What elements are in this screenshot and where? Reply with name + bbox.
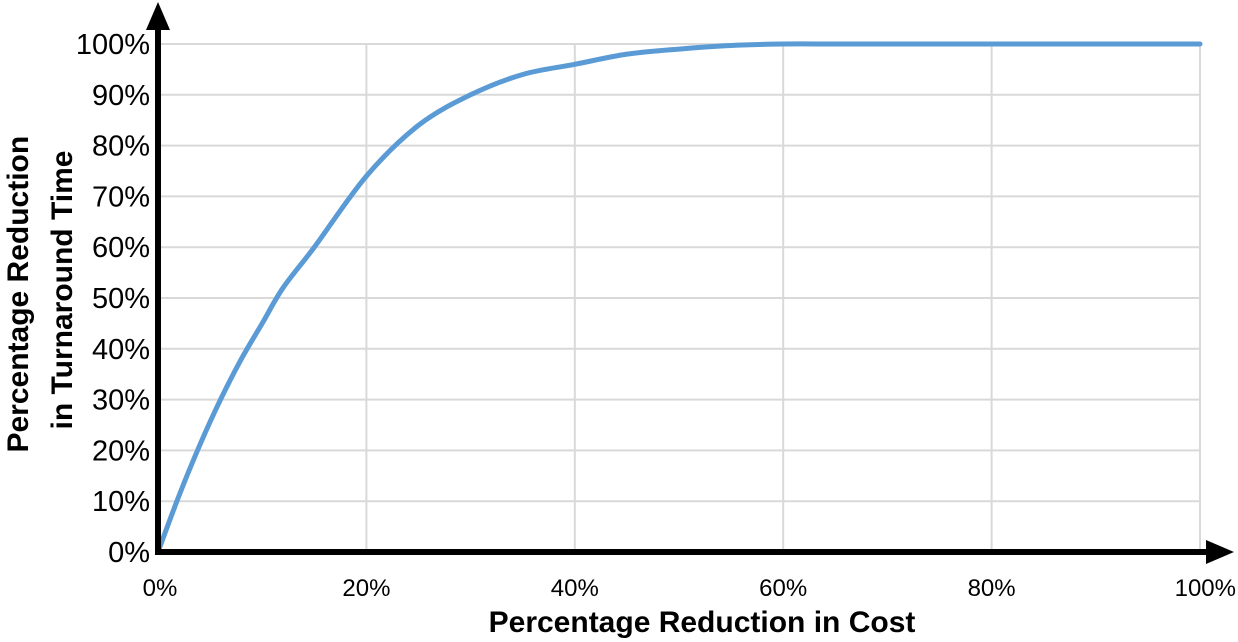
x-tick-label: 20% [342, 575, 390, 602]
series-layer [155, 41, 1203, 555]
y-tick-label: 40% [92, 334, 150, 366]
y-tick-label: 70% [92, 181, 150, 213]
y-tick-label: 50% [92, 283, 150, 315]
y-tick-label: 90% [92, 80, 150, 112]
x-tick-label: 80% [968, 575, 1016, 602]
y-axis-arrow [146, 2, 170, 30]
y-tick-label: 0% [108, 537, 150, 569]
x-tick-label: 0% [143, 575, 178, 602]
y-tick-label: 30% [92, 385, 150, 417]
x-tick-label: 60% [759, 575, 807, 602]
horizontal-gridlines [158, 43, 1200, 503]
y-tick-label: 100% [76, 29, 150, 61]
x-axis-title: Percentage Reduction in Cost [489, 606, 916, 639]
x-tick-label: 100% [1175, 575, 1236, 602]
y-tick-label: 10% [92, 486, 150, 518]
x-tick-labels: 0% 20% 40% 60% 80% 100% [143, 575, 1236, 602]
y-axis-title: Percentage Reduction in Turnaround Time [2, 127, 79, 452]
y-tick-label: 60% [92, 232, 150, 264]
x-tick-label: 40% [551, 575, 599, 602]
y-tick-label: 80% [92, 131, 150, 163]
y-tick-labels: 0% 10% 20% 30% 40% 50% 60% 70% 80% 90% 100% [76, 29, 150, 569]
x-axis-arrow [1206, 540, 1234, 564]
y-tick-label: 20% [92, 435, 150, 467]
y-axis-title-line-2: in Turnaround Time [46, 151, 79, 430]
y-axis-title-line-1: Percentage Reduction [2, 136, 35, 453]
series-line-0 [155, 41, 1203, 555]
